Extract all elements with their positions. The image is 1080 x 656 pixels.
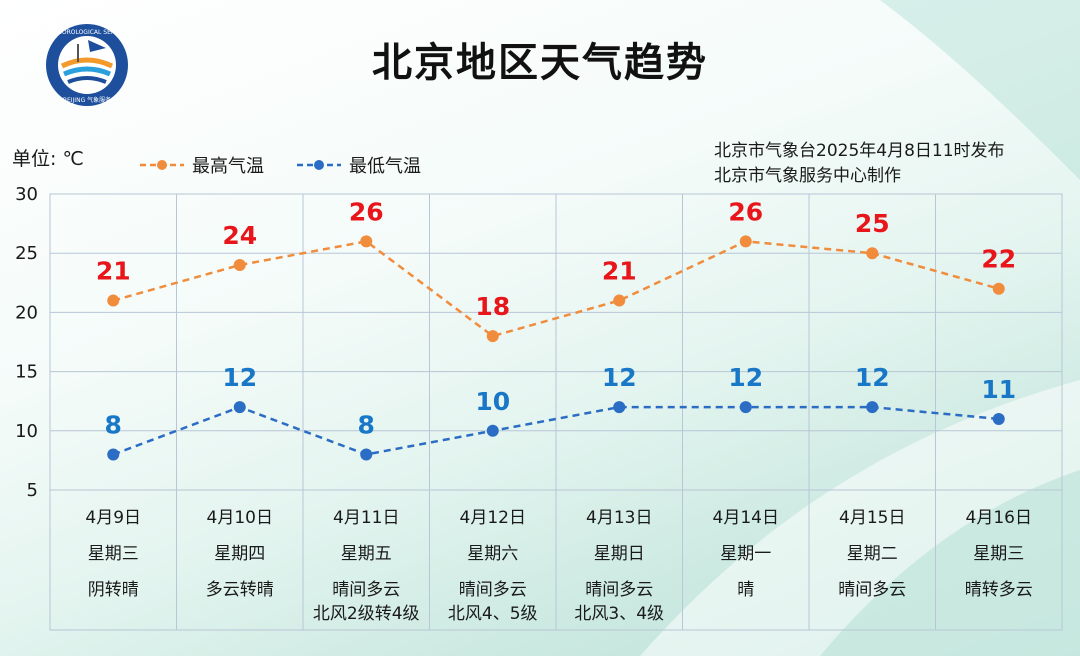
- weather-label: 晴间多云: [332, 580, 400, 600]
- data-label-high: 18: [475, 292, 510, 321]
- legend-low-swatch: [297, 160, 341, 170]
- data-label-low: 8: [358, 410, 375, 439]
- date-label: 4月10日: [207, 508, 273, 528]
- data-label-high: 26: [728, 197, 763, 226]
- source-line-2: 北京市气象服务中心制作: [714, 166, 901, 186]
- data-label-low: 8: [105, 410, 122, 439]
- y-tick-label: 5: [27, 480, 38, 501]
- data-label-high: 24: [222, 221, 257, 250]
- data-label-high: 21: [602, 257, 637, 286]
- logo-text-bottom: BEIJING 气象服务: [63, 96, 111, 104]
- weekday-label: 星期一: [720, 544, 771, 564]
- data-label-high: 25: [855, 209, 890, 238]
- weekday-label: 星期四: [214, 544, 265, 564]
- date-label: 4月16日: [966, 508, 1032, 528]
- meteorological-service-logo: METEOROLOGICAL SERVICE BEIJING 气象服务: [45, 24, 129, 106]
- date-label: 4月15日: [839, 508, 905, 528]
- weekday-label: 星期三: [973, 544, 1024, 564]
- y-tick-label: 30: [15, 184, 38, 205]
- date-label: 4月14日: [713, 508, 779, 528]
- data-point-low: [992, 412, 1005, 425]
- data-point-high: [360, 235, 373, 248]
- data-point-low: [233, 401, 246, 414]
- weekday-label: 星期日: [594, 544, 645, 564]
- data-label-low: 10: [475, 387, 510, 416]
- weekday-label: 星期二: [847, 544, 898, 564]
- data-label-low: 11: [981, 375, 1016, 404]
- wind-label: 北风4、5级: [448, 604, 538, 624]
- weather-label: 晴: [737, 580, 754, 600]
- weekday-label: 星期三: [88, 544, 139, 564]
- unit-label: 单位: ℃: [12, 148, 84, 170]
- date-label: 4月13日: [586, 508, 652, 528]
- data-point-low: [613, 401, 626, 414]
- weekday-label: 星期六: [467, 544, 518, 564]
- y-tick-label: 15: [15, 362, 38, 383]
- series-line-high: [112, 240, 1000, 338]
- data-point-high: [866, 247, 879, 260]
- weather-label: 多云转晴: [206, 580, 274, 600]
- weather-label: 晴间多云: [838, 580, 906, 600]
- weather-label: 晴间多云: [459, 580, 527, 600]
- data-label-high: 21: [96, 257, 131, 286]
- data-point-low: [486, 424, 499, 437]
- date-label: 4月12日: [460, 508, 526, 528]
- weather-label: 晴间多云: [585, 580, 653, 600]
- weather-label: 阴转晴: [88, 580, 139, 600]
- wind-label: 北风2级转4级: [313, 604, 420, 624]
- data-label-low: 12: [855, 363, 890, 392]
- weather-label: 晴转多云: [965, 580, 1033, 600]
- page-title: 北京地区天气趋势: [372, 40, 708, 86]
- data-point-high: [486, 330, 499, 343]
- y-tick-label: 25: [15, 243, 38, 264]
- data-label-high: 26: [349, 197, 384, 226]
- data-point-high: [739, 235, 752, 248]
- data-point-high: [992, 282, 1005, 295]
- series-line-low: [112, 405, 999, 456]
- data-label-low: 12: [728, 363, 763, 392]
- legend-high-swatch: [140, 160, 184, 170]
- legend-high: 最高气温: [138, 152, 264, 178]
- data-point-high: [233, 259, 246, 272]
- logo-text-top: METEOROLOGICAL SERVICE: [45, 29, 128, 36]
- date-label: 4月9日: [85, 508, 141, 528]
- data-label-high: 22: [981, 245, 1016, 274]
- data-point-low: [866, 401, 879, 414]
- wind-label: 北风3、4级: [574, 604, 664, 624]
- legend-low-label: 最低气温: [349, 156, 421, 177]
- data-label-low: 12: [602, 363, 637, 392]
- y-tick-label: 10: [15, 421, 38, 442]
- data-point-low: [360, 448, 373, 461]
- legend-high-label: 最高气温: [192, 156, 264, 177]
- data-point-low: [107, 448, 120, 461]
- data-point-low: [739, 401, 752, 414]
- source-line-1: 北京市气象台2025年4月8日11时发布: [714, 141, 1005, 161]
- y-tick-label: 20: [15, 302, 38, 323]
- legend-low: 最低气温: [295, 152, 421, 178]
- data-point-high: [107, 294, 120, 307]
- date-label: 4月11日: [333, 508, 399, 528]
- data-label-low: 12: [222, 363, 257, 392]
- data-point-high: [613, 294, 626, 307]
- weekday-label: 星期五: [341, 544, 392, 564]
